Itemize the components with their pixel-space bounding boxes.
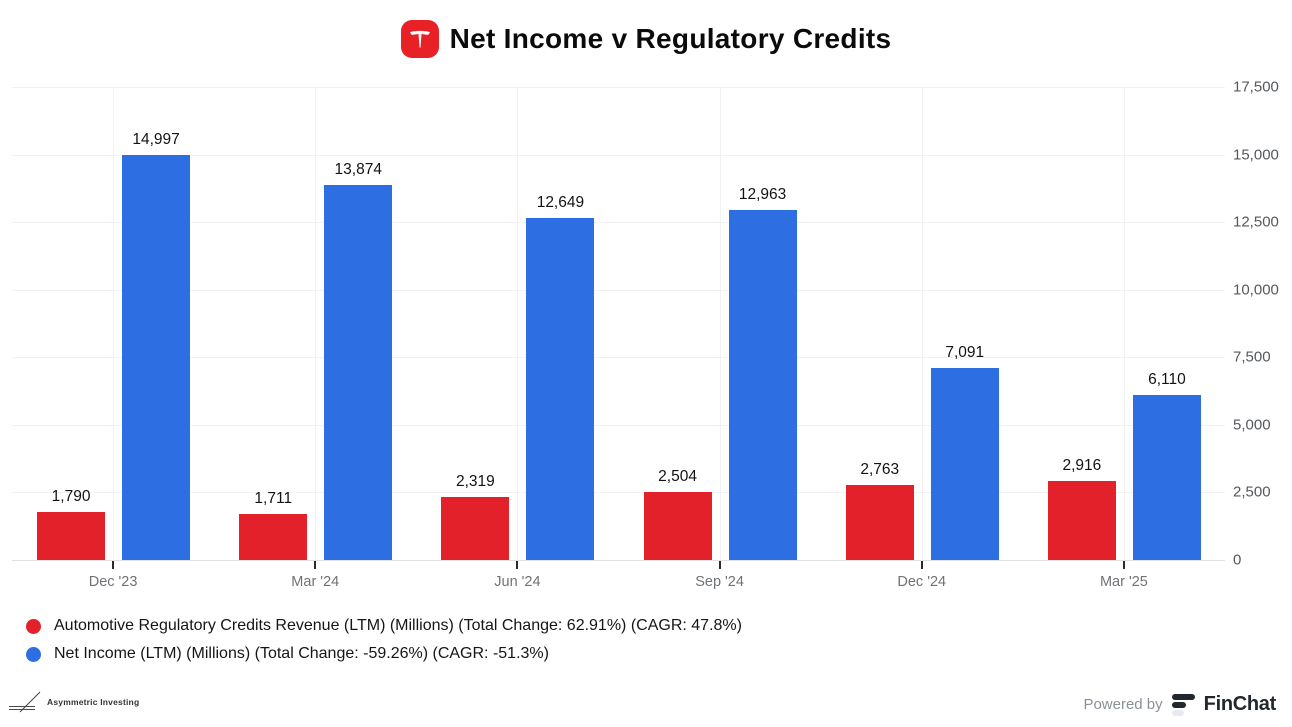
bar-regulatory-credits[interactable]: [643, 492, 712, 560]
x-tick: [112, 561, 115, 569]
bar-value-label: 6,110: [1148, 370, 1186, 388]
bar-value-label: 7,091: [945, 344, 985, 362]
bar-value-label: 12,963: [738, 185, 787, 203]
bar-regulatory-credits[interactable]: [1047, 481, 1116, 560]
y-axis: 0 2,500 5,000 7,500 10,000 12,500 15,000 17,500: [1233, 79, 1291, 569]
x-axis-label: Dec '24: [897, 574, 947, 590]
legend-label: Automotive Regulatory Credits Revenue (L…: [54, 617, 742, 634]
bar-value-label: 2,504: [658, 468, 697, 486]
y-axis-label: 10,000: [1233, 281, 1279, 299]
bar-net-income[interactable]: [728, 209, 797, 560]
x-tick: [314, 561, 317, 569]
bar-value-label: 13,874: [334, 161, 382, 178]
chart-header: Net Income v Regulatory Credits: [0, 20, 1292, 58]
y-axis-label: 5,000: [1233, 416, 1271, 434]
x-tick: [718, 561, 721, 569]
bar-regulatory-credits[interactable]: [845, 485, 914, 560]
legend-dot-red-icon: [26, 618, 41, 634]
x-tick: [516, 561, 519, 569]
bar-net-income[interactable]: [122, 154, 191, 560]
y-axis-label: 2,500: [1233, 483, 1271, 501]
legend: Automotive Regulatory Credits Revenue (L…: [26, 617, 742, 663]
gridline-h: [12, 289, 1225, 291]
gridline-v: [113, 87, 115, 560]
x-axis-label: Mar '24: [291, 574, 340, 590]
x-tick: [1122, 561, 1125, 569]
bar-net-income[interactable]: [1132, 394, 1201, 560]
plot-area: 1,790 14,997 Dec '23 1,711 13,874 Mar '24 2,31…: [12, 87, 1225, 590]
gridline-v: [315, 87, 317, 560]
x-axis-label: Jun '24: [494, 574, 541, 590]
bar-value-label: 1,711: [254, 489, 293, 507]
legend-label: Net Income (LTM) (Millions) (Total Chang…: [54, 645, 549, 662]
gridline-v: [921, 87, 923, 560]
bar-regulatory-credits[interactable]: [37, 511, 106, 560]
bar-value-label: 2,319: [456, 473, 495, 491]
finchat-wordmark: FinChat: [1203, 693, 1277, 715]
x-axis-label: Mar '25: [1099, 574, 1148, 590]
gridline-h: [12, 87, 1225, 88]
asymmetric-investing-brand: Asymmetric Investing: [8, 689, 139, 715]
bar-net-income[interactable]: [526, 218, 595, 560]
bar-value-label: 1,790: [51, 487, 91, 505]
powered-by-label: Powered by: [1083, 696, 1163, 713]
y-axis-label: 17,500: [1233, 78, 1279, 96]
legend-item-net-income[interactable]: Net Income (LTM) (Millions) (Total Chang…: [26, 645, 742, 663]
legend-item-regulatory-credits[interactable]: Automotive Regulatory Credits Revenue (L…: [26, 617, 742, 635]
gridline-v: [719, 87, 721, 560]
finchat-attribution: Powered by FinChat: [1083, 693, 1276, 716]
x-axis-label: Dec '23: [88, 574, 138, 590]
asymmetric-investing-logo-icon: [9, 691, 41, 713]
bar-value-label: 14,997: [132, 130, 180, 148]
gridline-h: [12, 154, 1225, 156]
y-axis-label: 7,500: [1233, 348, 1271, 366]
bar-value-label: 2,763: [860, 461, 900, 479]
bar-value-label: 12,649: [536, 194, 585, 212]
gridline-h: [12, 424, 1225, 426]
bar-value-label: 2,916: [1062, 457, 1102, 475]
tesla-logo-icon: [400, 20, 439, 58]
gridline-v: [517, 87, 519, 560]
bar-net-income[interactable]: [930, 368, 999, 560]
gridline-v: [1123, 87, 1125, 560]
y-axis-label: 0: [1233, 551, 1242, 569]
chart-title: Net Income v Regulatory Credits: [449, 23, 892, 54]
gridline-h: [12, 222, 1225, 224]
gridline-h: [12, 357, 1225, 359]
x-axis-label: Sep '24: [695, 574, 744, 590]
bar-net-income[interactable]: [324, 185, 393, 560]
bar-regulatory-credits[interactable]: [441, 497, 510, 560]
legend-dot-blue-icon: [26, 646, 41, 662]
x-tick: [920, 561, 923, 569]
gridline-h: [12, 492, 1225, 494]
asymmetric-investing-label: Asymmetric Investing: [47, 697, 140, 707]
finchat-logo-icon: [1171, 693, 1195, 716]
y-axis-label: 12,500: [1233, 213, 1279, 231]
bar-regulatory-credits[interactable]: [239, 513, 308, 560]
y-axis-label: 15,000: [1233, 146, 1279, 164]
